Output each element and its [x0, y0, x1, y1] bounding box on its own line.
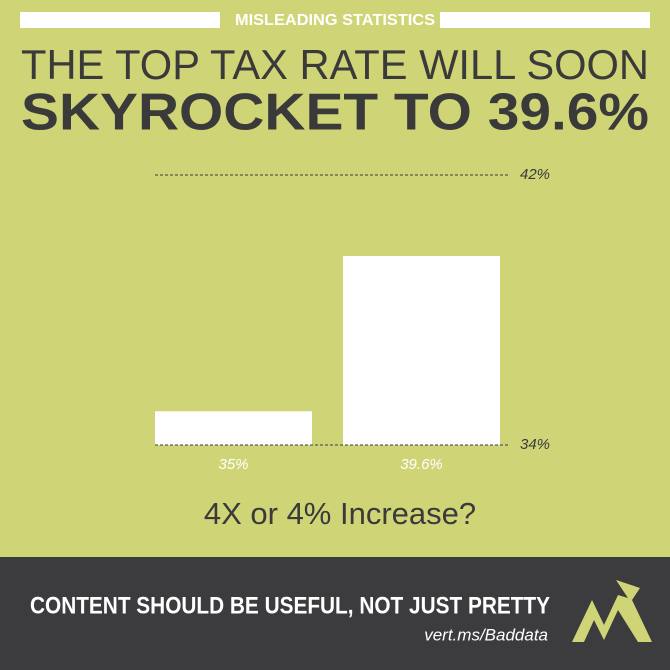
bar: [155, 411, 312, 445]
bar: [343, 256, 500, 445]
logo: [572, 580, 652, 642]
annotation: 4X or 4% Increase?: [204, 496, 476, 531]
y-tick-label: 34%: [520, 436, 550, 453]
value-label: 35%: [218, 456, 248, 473]
value-label: 39.6%: [400, 456, 443, 473]
tag-bar-right: [440, 12, 650, 28]
y-tick-label: 42%: [520, 166, 550, 183]
footer-band: [0, 557, 670, 670]
footer-url: vert.ms/Baddata: [424, 625, 548, 644]
title-line: SKYROCKET TO 39.6%: [21, 84, 649, 142]
plot: 35% 39.6% 34% 42%: [155, 166, 550, 473]
tag: MISLEADING STATISTICS: [235, 12, 435, 29]
title-line: THE TOP TAX RATE WILL SOON: [21, 41, 649, 88]
tag-bar-left: [20, 12, 220, 28]
footer-text: CONTENT SHOULD BE USEFUL, NOT JUST PRETT…: [30, 592, 550, 619]
